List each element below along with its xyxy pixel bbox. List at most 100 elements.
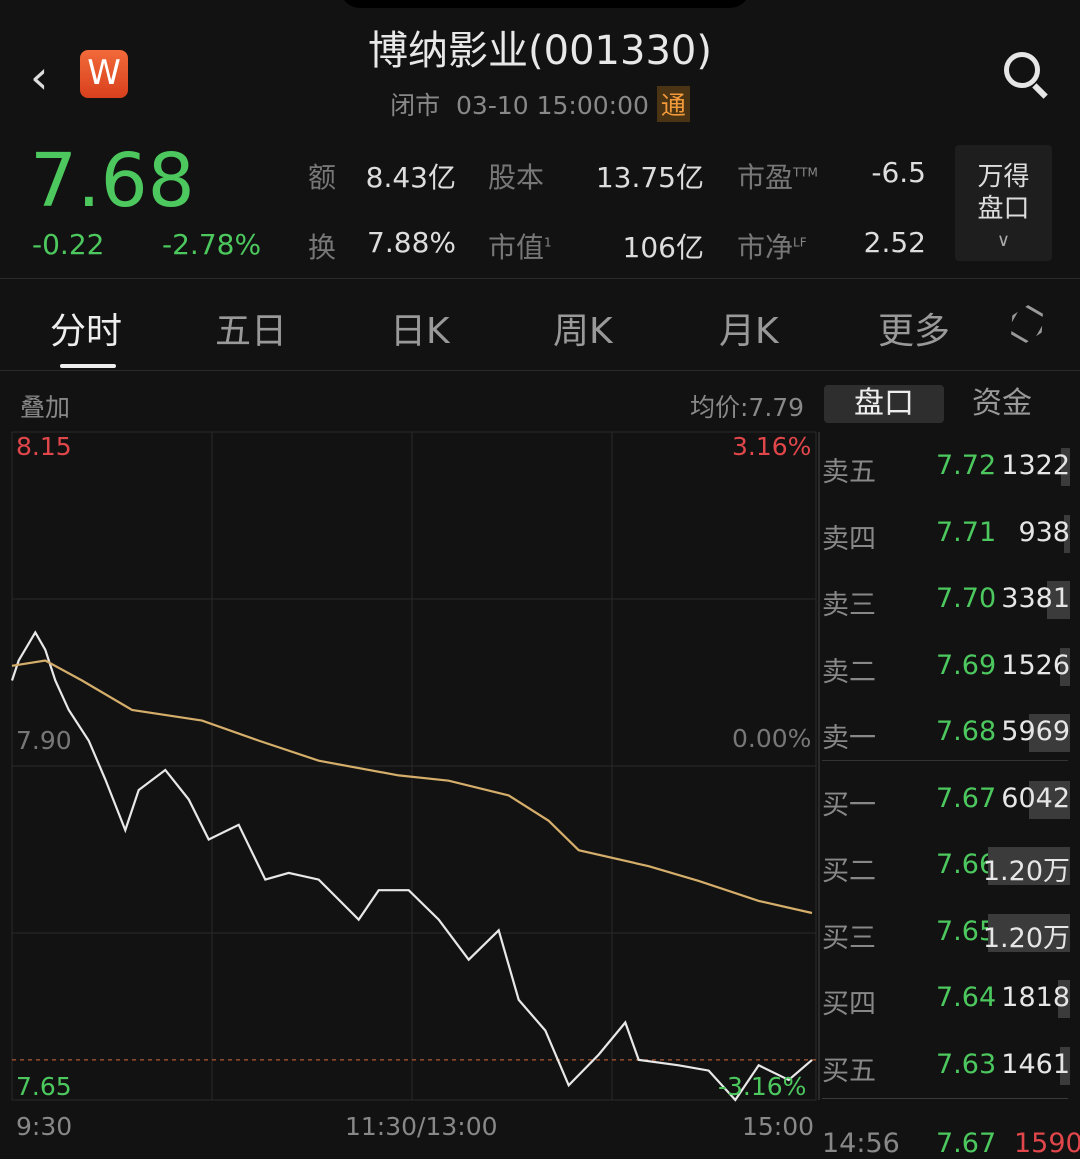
stat-value: 7.88% [367,226,456,259]
volume-bar [988,913,1070,952]
level-name: 卖一 [822,723,876,754]
y-pct-mid: 0.00% [732,724,812,753]
volume-bar [1028,780,1070,819]
level-price: 7.69 [936,649,997,681]
wind-depth-label: 万得 盘口 [977,162,1030,224]
tab-order-book[interactable]: 盘口 [824,385,944,423]
stat-label: 股本 [488,161,545,194]
volume-bar [1059,647,1070,686]
tab-capital-flow[interactable]: 资金 [972,386,1032,421]
level-price: 7.64 [936,982,997,1013]
level-name: 买五 [822,1055,876,1087]
order-book-row: 卖五 7.72 1322 [822,438,1070,504]
level-price: 7.66 [936,849,997,880]
level-name: 卖二 [822,656,876,688]
stat-sup: TTM [793,165,818,180]
stat-value: 2.52 [863,226,926,259]
stat-label: 换 [308,231,337,264]
camera-notch [340,0,750,8]
stat-label-text: 市盈 [737,161,794,194]
price-change: -0.22 [32,228,105,261]
level-name: 买一 [822,789,876,821]
y-label-mid: 7.90 [16,726,72,755]
trade-price: 7.67 [936,1128,997,1159]
order-book-row: 买二 7.66 1.20万 [822,837,1070,903]
order-book-row: 买四 7.64 1818 [822,970,1070,1036]
order-book-row: 买五 7.63 1461 [822,1037,1070,1103]
page-title: 博纳影业(001330) [368,28,712,74]
search-icon[interactable] [1004,52,1040,88]
stat-sup: LF [793,235,807,250]
status-text: 闭市 [390,91,441,120]
divider [822,1098,1068,1099]
stat-value: -6.5 [871,156,926,189]
stat-label: 额 [308,161,337,194]
volume-bar [1060,1046,1070,1085]
trade-volume: 1590 [1014,1128,1080,1159]
stat-label-text: 市值 [488,231,545,264]
level-price: 7.65 [936,915,997,947]
avg-price-label: 均价:7.79 [690,393,805,422]
level-volume: 1322 [1001,450,1070,481]
level-price: 7.70 [936,583,997,614]
level-price: 7.63 [936,1048,997,1080]
volume-bar [1061,448,1070,486]
level-name: 卖三 [822,590,876,621]
chevron-left-icon[interactable]: ‹ [30,50,49,104]
wind-depth-button[interactable]: 万得 盘口 ∨ [955,145,1052,261]
volume-bar [988,847,1070,885]
market-status: 闭市 03-10 15:00:00 通 [0,86,1080,122]
settings-icon[interactable] [1004,301,1050,347]
stat-sup: 1 [544,235,552,250]
order-book-row: 买一 7.67 6042 [822,771,1070,837]
level-name: 买四 [822,989,876,1020]
tab-five-day[interactable]: 五日 [215,311,288,352]
volume-bar [1063,514,1070,553]
stat-label: 市盈TTM [737,156,818,196]
tab-more[interactable]: 更多 [878,311,951,352]
price-change-pct: -2.78% [162,228,262,261]
x-label-open: 9:30 [16,1112,73,1141]
level-volume: 1818 [1001,982,1070,1013]
intraday-chart [10,431,817,1102]
level-name: 卖四 [822,523,876,555]
level-volume: 6042 [1001,782,1070,814]
timestamp: 03-10 15:00:00 [456,91,649,120]
volume-bar [1046,581,1070,619]
active-tab-indicator [60,364,116,368]
overlay-button[interactable]: 叠加 [20,393,71,422]
level-volume: 1.20万 [982,856,1070,887]
order-book-row: 买三 7.65 1.20万 [822,904,1070,970]
connect-badge: 通 [656,86,690,122]
stat-label-text: 市净 [737,231,794,264]
tab-weekly-k[interactable]: 周K [553,311,613,352]
trade-time: 14:56 [822,1128,900,1159]
level-volume: 3381 [1001,583,1070,614]
chevron-down-icon: ∨ [996,230,1011,251]
volume-bar [1057,980,1070,1018]
tab-monthly-k[interactable]: 月K [719,311,779,352]
price-line [10,630,813,1102]
level-price: 7.68 [936,716,997,747]
stat-label: 市净LF [737,226,807,266]
divider [818,432,820,1100]
level-price: 7.72 [936,450,997,481]
level-volume: 5969 [1001,716,1070,747]
stat-label: 市值1 [488,226,552,266]
volume-bar [1029,714,1070,752]
divider [0,370,1080,371]
level-price: 7.67 [936,782,997,814]
stat-value: 106亿 [622,231,704,264]
y-pct-bottom: -3.16% [718,1072,807,1101]
divider [0,278,1080,279]
order-book-row: 卖一 7.68 5969 [822,704,1070,770]
wind-logo[interactable]: W [80,50,128,98]
y-label-top: 8.15 [16,432,72,461]
tab-daily-k[interactable]: 日K [390,311,450,352]
level-volume: 1.20万 [982,922,1070,954]
tab-intraday[interactable]: 分时 [50,311,123,352]
divider [822,760,1068,761]
y-pct-top: 3.16% [732,432,812,461]
level-name: 买三 [822,922,876,954]
x-label-close: 15:00 [742,1112,815,1141]
